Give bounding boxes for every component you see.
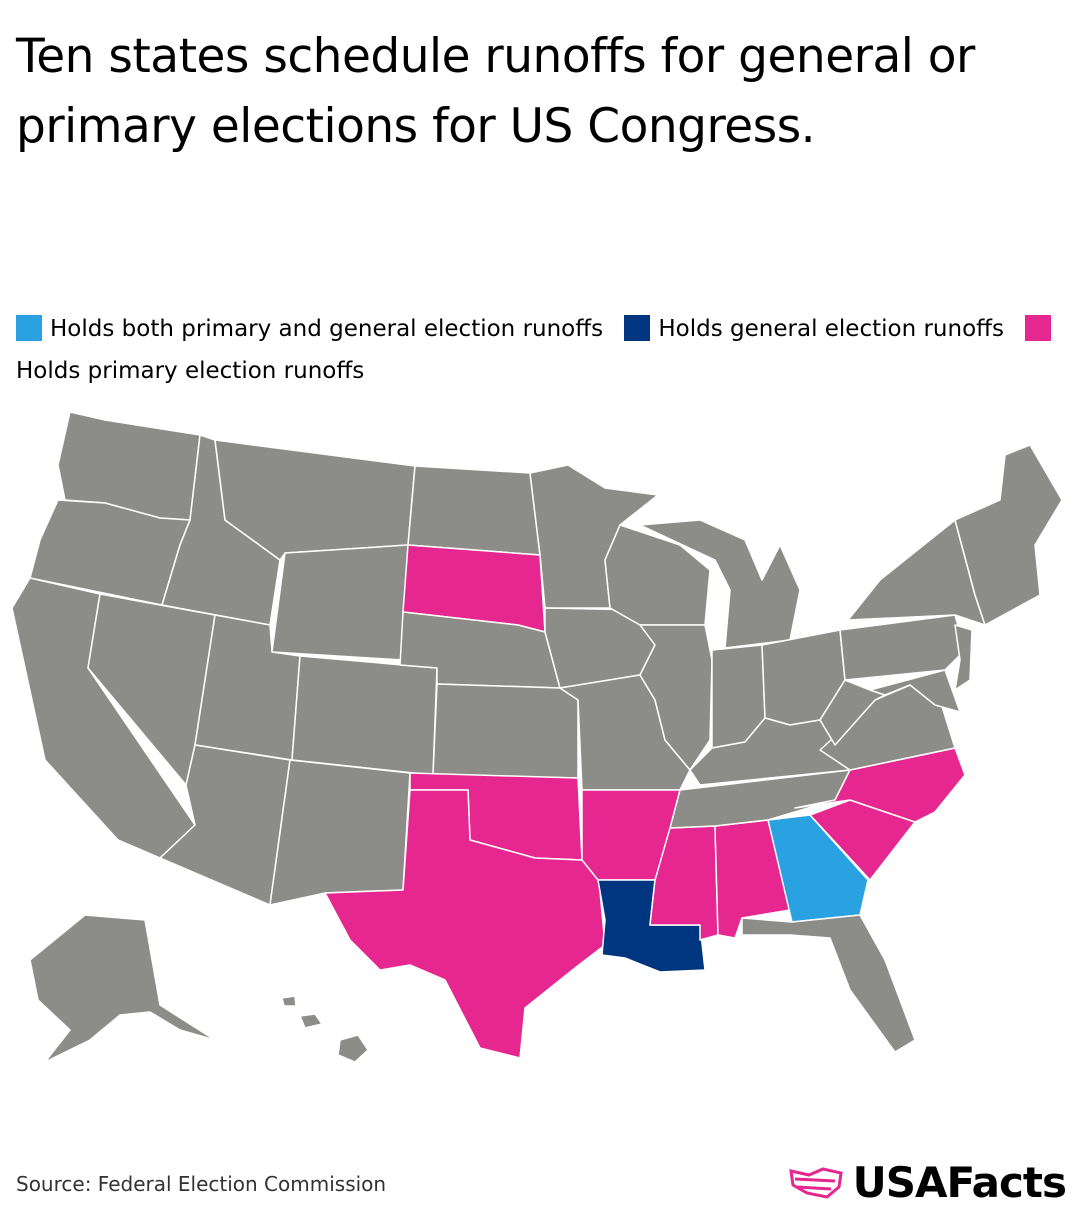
legend-swatch-general: [624, 315, 651, 341]
state-kentucky: [689, 717, 851, 786]
usafacts-flag-icon: [788, 1166, 843, 1199]
legend-item-primary: Holds primary election runoffs: [16, 315, 1059, 384]
state-texas: [324, 789, 606, 1059]
state-illinois: [639, 624, 713, 771]
state-new-jersey: [954, 624, 973, 691]
state-new-england: [954, 444, 1063, 626]
state-colorado: [291, 655, 438, 776]
legend-label-primary: Holds primary election runoffs: [16, 358, 365, 384]
state-wyoming: [271, 544, 409, 661]
usafacts-logo: USAFacts: [787, 1158, 1067, 1207]
state-michigan: [639, 519, 801, 649]
legend-label-both: Holds both primary and general election …: [50, 316, 604, 342]
state-georgia: [767, 814, 869, 923]
state-wisconsin: [604, 524, 711, 626]
source-note: Source: Federal Election Commission: [16, 1172, 387, 1196]
legend-item-general: Holds general election runoffs: [624, 315, 1004, 342]
state-new-mexico: [269, 759, 411, 906]
legend-swatch-primary: [1025, 315, 1052, 341]
chart-title: Ten states schedule runoffs for general …: [16, 29, 975, 154]
us-map: [11, 411, 1063, 1063]
state-florida: [741, 914, 916, 1053]
state-pennsylvania: [839, 614, 966, 681]
state-north-dakota: [407, 465, 541, 556]
brand-name: USAFacts: [852, 1158, 1067, 1207]
state-alaska: [29, 914, 216, 1063]
legend: Holds both primary and general election …: [16, 308, 1066, 392]
legend-item-both: Holds both primary and general election …: [16, 315, 604, 342]
legend-swatch-both: [16, 315, 42, 341]
state-kansas: [432, 683, 579, 779]
legend-label-general: Holds general election runoffs: [658, 316, 1004, 342]
state-hawaii: [281, 995, 369, 1063]
